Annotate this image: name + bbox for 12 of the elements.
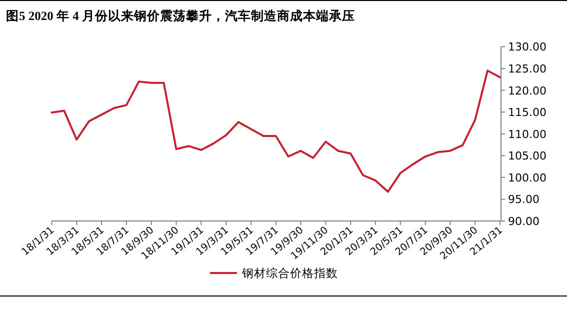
y-tick-label: 120.00 bbox=[508, 84, 546, 98]
y-tick-label: 115.00 bbox=[508, 106, 546, 120]
y-tick-label: 110.00 bbox=[508, 128, 546, 141]
y-tick-label: 130.00 bbox=[508, 40, 546, 54]
y-tick-label: 125.00 bbox=[508, 62, 546, 76]
chart-title: 图5 2020 年 4 月份以来钢价震荡攀升，汽车制造商成本端承压 bbox=[6, 8, 355, 23]
y-tick-label: 100.00 bbox=[508, 171, 546, 184]
y-tick-label: 90.00 bbox=[508, 215, 540, 228]
line-series bbox=[50, 70, 501, 193]
y-tick-label: 95.00 bbox=[508, 193, 540, 206]
y-tick-label: 105.00 bbox=[508, 150, 546, 163]
legend-label: 钢材综合价格指数 bbox=[241, 266, 338, 280]
